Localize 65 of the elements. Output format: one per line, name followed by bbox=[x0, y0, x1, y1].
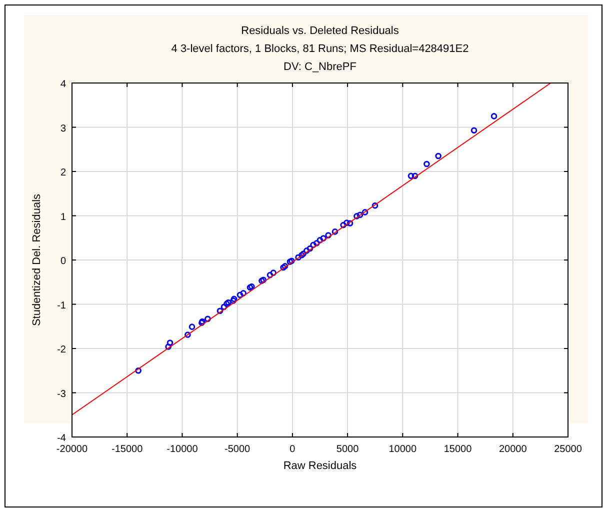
point bbox=[332, 228, 338, 235]
point bbox=[356, 212, 364, 218]
point bbox=[230, 298, 236, 304]
point bbox=[248, 283, 255, 290]
point bbox=[135, 367, 142, 374]
y-tick-label: 0 bbox=[60, 256, 66, 267]
y-tick-label: 2 bbox=[60, 168, 66, 178]
point bbox=[266, 272, 274, 278]
y-tick-label: -4 bbox=[57, 433, 66, 444]
point bbox=[288, 258, 295, 264]
point bbox=[166, 340, 174, 346]
point bbox=[340, 222, 346, 228]
y-tick-label: 4 bbox=[60, 79, 66, 90]
point bbox=[490, 113, 498, 120]
point bbox=[346, 220, 354, 226]
x-axis-title: Raw Residuals bbox=[283, 460, 358, 472]
point bbox=[310, 242, 316, 248]
point bbox=[435, 152, 442, 160]
point bbox=[408, 172, 414, 180]
y-tick-label: -3 bbox=[57, 388, 66, 400]
point bbox=[343, 220, 350, 226]
point bbox=[362, 209, 368, 216]
point bbox=[220, 304, 228, 310]
point bbox=[313, 240, 320, 246]
x-tick-label: 5000 bbox=[336, 444, 360, 455]
x-tick-label: 20000 bbox=[498, 444, 528, 455]
point bbox=[372, 202, 378, 209]
point bbox=[316, 236, 324, 244]
point bbox=[184, 332, 191, 338]
y-tick-label: -1 bbox=[57, 300, 66, 312]
x-tick-label: -5000 bbox=[224, 444, 251, 455]
point bbox=[282, 263, 288, 270]
point bbox=[354, 213, 360, 220]
point bbox=[230, 296, 238, 302]
x-tick-label: -10000 bbox=[166, 444, 198, 455]
point bbox=[303, 248, 310, 254]
point bbox=[286, 258, 294, 265]
point bbox=[295, 254, 302, 260]
x-tick-label: 10000 bbox=[388, 444, 418, 455]
point bbox=[325, 232, 332, 238]
x-tick-label: 0 bbox=[290, 444, 296, 455]
point bbox=[412, 172, 418, 180]
x-tick-label: -15000 bbox=[112, 444, 144, 455]
x-tick-label: 15000 bbox=[444, 444, 472, 455]
y-tick-label: 1 bbox=[60, 212, 66, 223]
point bbox=[470, 127, 478, 134]
point bbox=[188, 324, 196, 330]
x-tick-label: -20000 bbox=[56, 444, 88, 455]
y-tick-label: -2 bbox=[57, 344, 66, 356]
point bbox=[280, 264, 286, 271]
chart-title: Residuals vs. Deleted Residuals bbox=[241, 25, 400, 37]
point bbox=[270, 270, 276, 276]
x-tick-label: 25000 bbox=[554, 444, 582, 455]
y-axis-title: Studentized Del. Residuals bbox=[31, 193, 43, 326]
point bbox=[236, 292, 244, 298]
point bbox=[204, 316, 211, 322]
point bbox=[424, 160, 430, 168]
point bbox=[246, 284, 254, 291]
point bbox=[216, 308, 224, 314]
point bbox=[320, 235, 326, 242]
point bbox=[240, 290, 246, 296]
y-tick-label: 3 bbox=[60, 123, 66, 134]
point bbox=[306, 245, 314, 252]
chart-subtitle: 4 3-level factors, 1 Blocks, 81 Runs; MS Residual=428491E2 DV: C_NbrePF bbox=[171, 43, 469, 73]
point bbox=[165, 344, 172, 350]
